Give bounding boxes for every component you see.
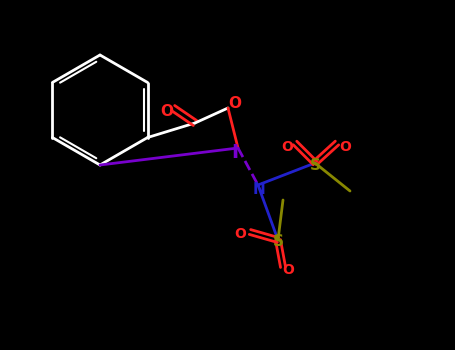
Text: O: O (228, 97, 242, 112)
Text: I: I (232, 142, 238, 161)
Text: O: O (281, 140, 293, 154)
Text: O: O (282, 263, 294, 277)
Text: N: N (253, 182, 265, 196)
Text: O: O (161, 105, 173, 119)
Text: O: O (234, 227, 246, 241)
Text: S: S (273, 234, 283, 250)
Text: S: S (309, 158, 320, 173)
Text: O: O (339, 140, 351, 154)
